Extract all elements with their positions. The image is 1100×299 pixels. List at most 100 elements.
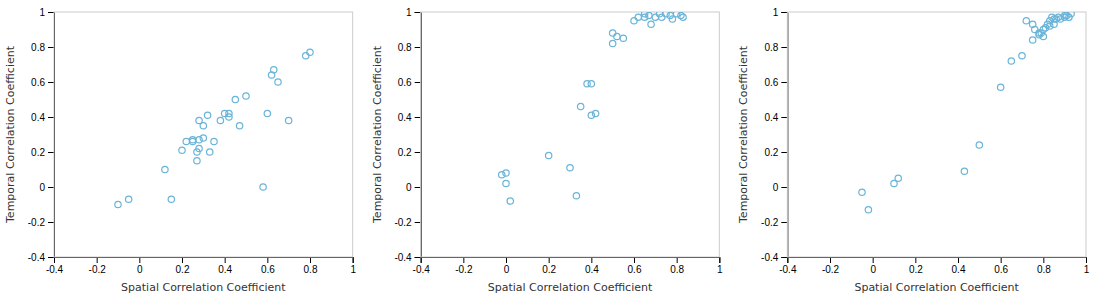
tick: -0.4 bbox=[761, 252, 787, 263]
tick-label: 0.6 bbox=[764, 77, 778, 88]
tick-mark bbox=[415, 12, 421, 13]
point bbox=[588, 81, 594, 87]
tick-label: 0.2 bbox=[398, 147, 412, 158]
points bbox=[499, 12, 687, 204]
tick-mark bbox=[415, 82, 421, 83]
point bbox=[865, 207, 871, 213]
tick-label: -0.4 bbox=[46, 264, 64, 275]
point bbox=[609, 40, 615, 46]
point bbox=[592, 110, 598, 116]
plot-frame bbox=[787, 12, 1086, 257]
tick: 0.8 bbox=[670, 257, 684, 275]
tick: -0.4 bbox=[46, 257, 64, 275]
tick: 0.4 bbox=[764, 112, 787, 123]
point bbox=[1008, 58, 1014, 64]
point bbox=[997, 84, 1003, 90]
point bbox=[264, 110, 270, 116]
x-axis: -0.4-0.200.20.40.60.81 bbox=[779, 257, 1090, 275]
point bbox=[1023, 18, 1029, 24]
plot-frame bbox=[54, 12, 353, 257]
tick-label: -0.2 bbox=[761, 217, 779, 228]
tick-label: -0.2 bbox=[28, 217, 46, 228]
tick-label: -0.4 bbox=[394, 252, 412, 263]
tick: 0.6 bbox=[31, 77, 54, 88]
axis-line bbox=[55, 258, 354, 264]
tick-label: 1 bbox=[773, 7, 779, 18]
tick-label: 0.8 bbox=[670, 264, 684, 275]
tick-mark bbox=[48, 152, 54, 153]
point bbox=[1029, 37, 1035, 43]
tick: 0.4 bbox=[398, 112, 421, 123]
point bbox=[207, 149, 213, 155]
tick-mark bbox=[781, 47, 787, 48]
point bbox=[614, 33, 620, 39]
tick-label: 0 bbox=[773, 182, 779, 193]
tick-mark bbox=[1043, 257, 1044, 263]
tick-mark bbox=[1086, 257, 1087, 263]
tick-mark bbox=[415, 187, 421, 188]
point bbox=[507, 198, 513, 204]
point bbox=[125, 196, 131, 202]
tick: 0.2 bbox=[764, 147, 787, 158]
tick-label: 0.4 bbox=[218, 264, 232, 275]
tick-mark bbox=[781, 82, 787, 83]
point bbox=[545, 152, 551, 158]
point bbox=[179, 147, 185, 153]
point bbox=[1040, 33, 1046, 39]
tick-mark bbox=[719, 257, 720, 263]
point bbox=[577, 103, 583, 109]
point bbox=[189, 137, 195, 143]
point bbox=[271, 67, 277, 73]
x-axis-title: Spatial Correlation Coefficient bbox=[854, 281, 1019, 294]
tick: 0 bbox=[870, 257, 876, 275]
tick-mark bbox=[781, 257, 787, 258]
tick: -0.4 bbox=[413, 257, 431, 275]
tick-mark bbox=[310, 257, 311, 263]
x-axis: -0.4-0.200.20.40.60.81 bbox=[46, 257, 357, 275]
tick-mark bbox=[415, 257, 421, 258]
tick-mark bbox=[48, 82, 54, 83]
tick-mark bbox=[781, 187, 787, 188]
tick-label: 0.4 bbox=[398, 112, 412, 123]
tick-label: -0.2 bbox=[89, 264, 107, 275]
tick: -0.2 bbox=[761, 217, 787, 228]
tick: 0.8 bbox=[304, 257, 318, 275]
point bbox=[1019, 53, 1025, 59]
tick: -0.2 bbox=[89, 257, 107, 275]
tick-label: 0.4 bbox=[764, 112, 778, 123]
tick: -0.2 bbox=[822, 257, 840, 275]
plot-frame bbox=[421, 12, 720, 257]
panel: -0.4-0.200.20.40.60.81-0.4-0.200.20.40.6… bbox=[371, 7, 723, 294]
tick-label: 0.8 bbox=[764, 42, 778, 53]
tick-mark bbox=[591, 257, 592, 263]
tick-mark bbox=[415, 47, 421, 48]
y-axis: -0.4-0.200.20.40.60.81 bbox=[28, 7, 55, 263]
tick: -0.4 bbox=[779, 257, 797, 275]
y-axis: -0.4-0.200.20.40.60.81 bbox=[394, 7, 421, 263]
point bbox=[503, 180, 509, 186]
point bbox=[168, 196, 174, 202]
tick: 0.4 bbox=[585, 257, 599, 275]
tick-label: 0 bbox=[39, 182, 45, 193]
tick-mark bbox=[830, 257, 831, 263]
tick-mark bbox=[48, 222, 54, 223]
point bbox=[680, 14, 686, 20]
tick: 0.8 bbox=[1037, 257, 1051, 275]
tick-label: 0.2 bbox=[176, 264, 190, 275]
point bbox=[1068, 12, 1074, 17]
point bbox=[976, 142, 982, 148]
tick: 0.4 bbox=[952, 257, 966, 275]
point bbox=[285, 117, 291, 123]
tick: 1 bbox=[350, 257, 356, 275]
tick-label: -0.2 bbox=[822, 264, 840, 275]
axis-line bbox=[421, 258, 720, 264]
tick: 0.6 bbox=[628, 257, 642, 275]
panel: -0.4-0.200.20.40.60.81-0.4-0.200.20.40.6… bbox=[4, 7, 356, 294]
tick-mark bbox=[415, 222, 421, 223]
tick: 0.4 bbox=[218, 257, 232, 275]
tick: 0.2 bbox=[31, 147, 54, 158]
tick: 0 bbox=[137, 257, 143, 275]
tick-label: 0 bbox=[870, 264, 876, 275]
point bbox=[659, 14, 665, 20]
axis-line bbox=[788, 258, 1087, 264]
